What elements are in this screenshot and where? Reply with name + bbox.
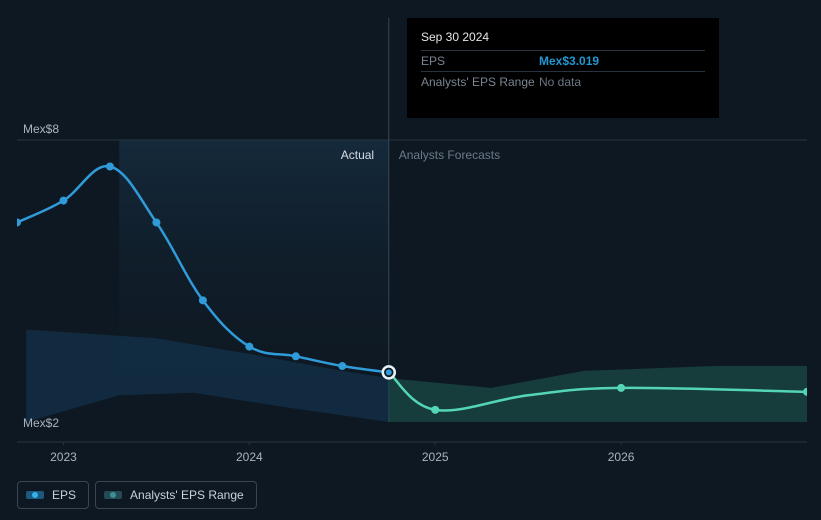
legend-swatch-icon: [104, 491, 122, 499]
hover-tooltip: Sep 30 2024 EPS Mex$3.019 Analysts' EPS …: [407, 18, 719, 118]
y-axis-label: Mex$2: [23, 416, 59, 430]
tooltip-row: EPS Mex$3.019: [421, 51, 705, 72]
legend-item-range[interactable]: Analysts' EPS Range: [95, 481, 257, 509]
x-axis-label: 2023: [50, 450, 77, 464]
legend-item-label: EPS: [52, 488, 76, 502]
x-axis-label: 2024: [236, 450, 263, 464]
tooltip-row: Analysts' EPS Range No data: [421, 72, 705, 93]
legend-item-eps[interactable]: EPS: [17, 481, 89, 509]
x-axis-labels: 2023 2024 2025 2026: [17, 450, 807, 470]
chart-legend: EPS Analysts' EPS Range: [17, 481, 257, 509]
x-axis-label: 2026: [608, 450, 635, 464]
legend-item-label: Analysts' EPS Range: [130, 488, 244, 502]
tooltip-row-label: EPS: [421, 51, 539, 72]
tooltip-row-value: Mex$3.019: [539, 54, 599, 68]
tooltip-date: Sep 30 2024: [421, 28, 705, 46]
legend-swatch-icon: [26, 491, 44, 499]
y-axis-label: Mex$8: [23, 122, 59, 136]
region-label-actual: Actual: [341, 148, 374, 162]
x-axis-label: 2025: [422, 450, 449, 464]
tooltip-row-label: Analysts' EPS Range: [421, 72, 539, 93]
tooltip-row-value: No data: [539, 75, 581, 89]
region-label-forecast: Analysts Forecasts: [399, 148, 500, 162]
